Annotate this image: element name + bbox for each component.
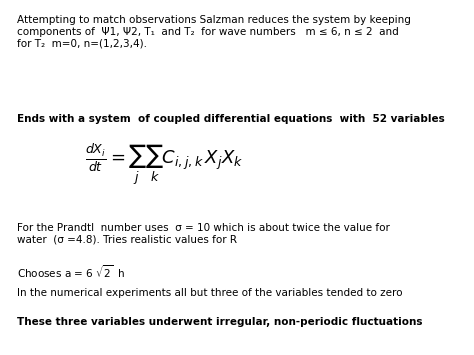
Text: Chooses a = 6 $\sqrt{2}$  h: Chooses a = 6 $\sqrt{2}$ h xyxy=(17,264,126,280)
Text: These three variables underwent irregular, non-periodic fluctuations: These three variables underwent irregula… xyxy=(17,317,423,327)
Text: In the numerical experiments all but three of the variables tended to zero: In the numerical experiments all but thr… xyxy=(17,289,403,299)
Text: For the Prandtl  number uses  σ = 10 which is about twice the value for
water  (: For the Prandtl number uses σ = 10 which… xyxy=(17,223,390,245)
Text: Ends with a system  of coupled differential equations  with  52 variables: Ends with a system of coupled differenti… xyxy=(17,114,445,124)
Text: $\frac{dX_i}{dt} = \sum_j \sum_k C_{i,j,k}\, X_j X_k$: $\frac{dX_i}{dt} = \sum_j \sum_k C_{i,j,… xyxy=(85,142,243,188)
Text: Attempting to match observations Salzman reduces the system by keeping
component: Attempting to match observations Salzman… xyxy=(17,16,411,49)
